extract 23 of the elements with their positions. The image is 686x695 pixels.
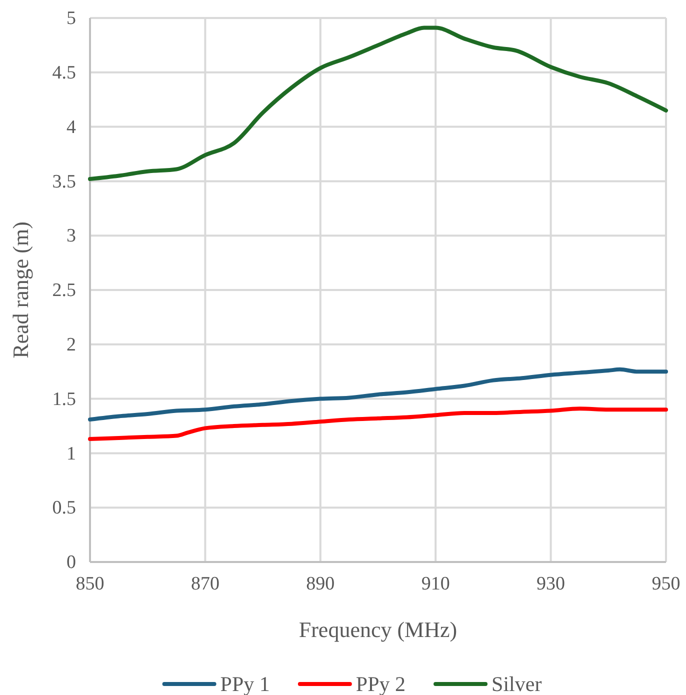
y-tick-label: 2.5 <box>52 280 76 302</box>
y-tick-label: 4.5 <box>52 62 76 84</box>
x-axis-title: Frequency (MHz) <box>298 617 458 642</box>
x-tick-label: 890 <box>306 573 335 594</box>
y-tick-label: 0.5 <box>52 498 76 519</box>
y-tick-label: 0 <box>66 552 76 574</box>
y-tick-label: 3 <box>66 226 76 247</box>
x-tick-label: 930 <box>536 573 566 594</box>
y-axis-title: Read range (m) <box>8 222 33 358</box>
y-tick-label: 5 <box>66 8 76 30</box>
y-tick-label: 4 <box>66 116 76 138</box>
y-tick-label: 1.5 <box>52 388 76 410</box>
y-tick-label: 1 <box>66 443 76 464</box>
x-tick-label: 850 <box>76 573 104 594</box>
legend-label: Silver <box>492 672 542 695</box>
x-tick-label: 950 <box>652 573 680 594</box>
y-tick-label: 3.5 <box>52 171 76 192</box>
line-series <box>88 26 668 182</box>
y-tick-label: 2 <box>66 334 76 356</box>
line-series <box>88 406 668 442</box>
x-tick-label: 910 <box>421 573 450 594</box>
line-series <box>88 367 668 422</box>
x-tick-label: 870 <box>190 573 220 594</box>
